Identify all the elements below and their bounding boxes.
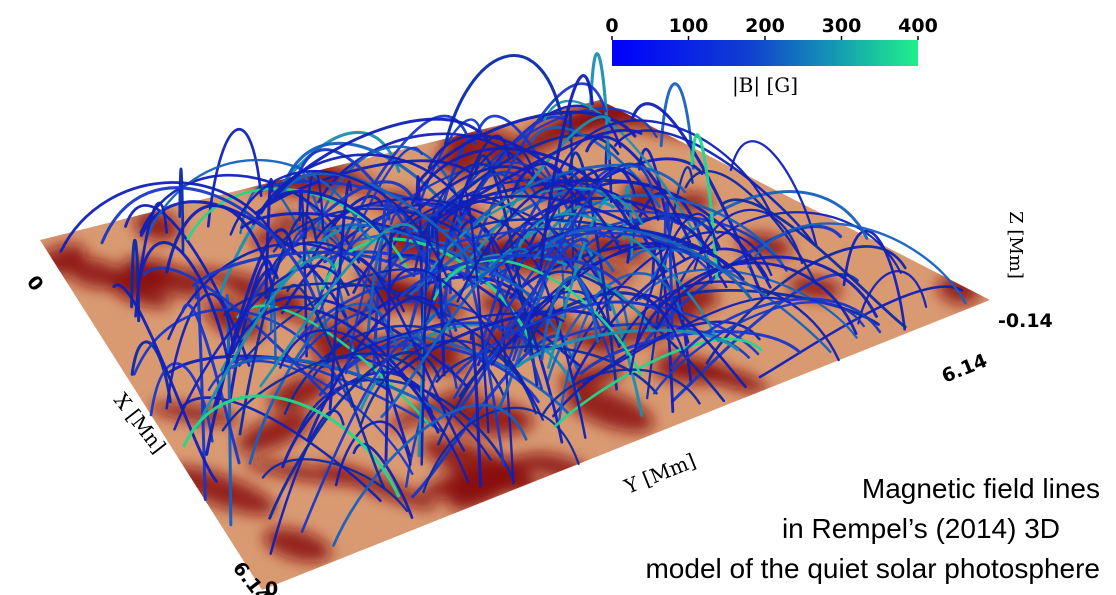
colorbar-tick-label: 400 xyxy=(898,15,938,37)
z-axis-label: Z [Mm] xyxy=(1005,211,1026,279)
colorbar-tick-label: 300 xyxy=(822,15,862,37)
colorbar-gradient xyxy=(612,40,918,66)
y-axis-start: 0 xyxy=(265,578,278,595)
colorbar-tick-label: 200 xyxy=(745,15,785,37)
caption-line: in Rempel’s (2014) 3D xyxy=(782,513,1060,544)
caption-line: Magnetic field lines xyxy=(862,473,1100,504)
colorbar-label: |B| [G] xyxy=(732,73,798,98)
colorbar-tick-label: 0 xyxy=(605,15,618,37)
y-axis-label: Y [Mm] xyxy=(620,448,699,499)
colorbar-tick-label: 100 xyxy=(669,15,709,37)
page: |B| [G] 0100200300400 Z [Mm] -0.14 6.14 … xyxy=(0,0,1116,595)
caption-line: model of the quiet solar photosphere xyxy=(645,553,1100,584)
y-axis-end: 6.14 xyxy=(939,350,991,388)
z-axis-value: -0.14 xyxy=(998,310,1053,332)
colorbar: |B| [G] 0 100 200 300 400 xyxy=(605,15,937,98)
figure: |B| [G] 0100200300400 Z [Mm] -0.14 6.14 … xyxy=(0,0,1116,595)
x-axis-start: 0 xyxy=(22,272,47,296)
